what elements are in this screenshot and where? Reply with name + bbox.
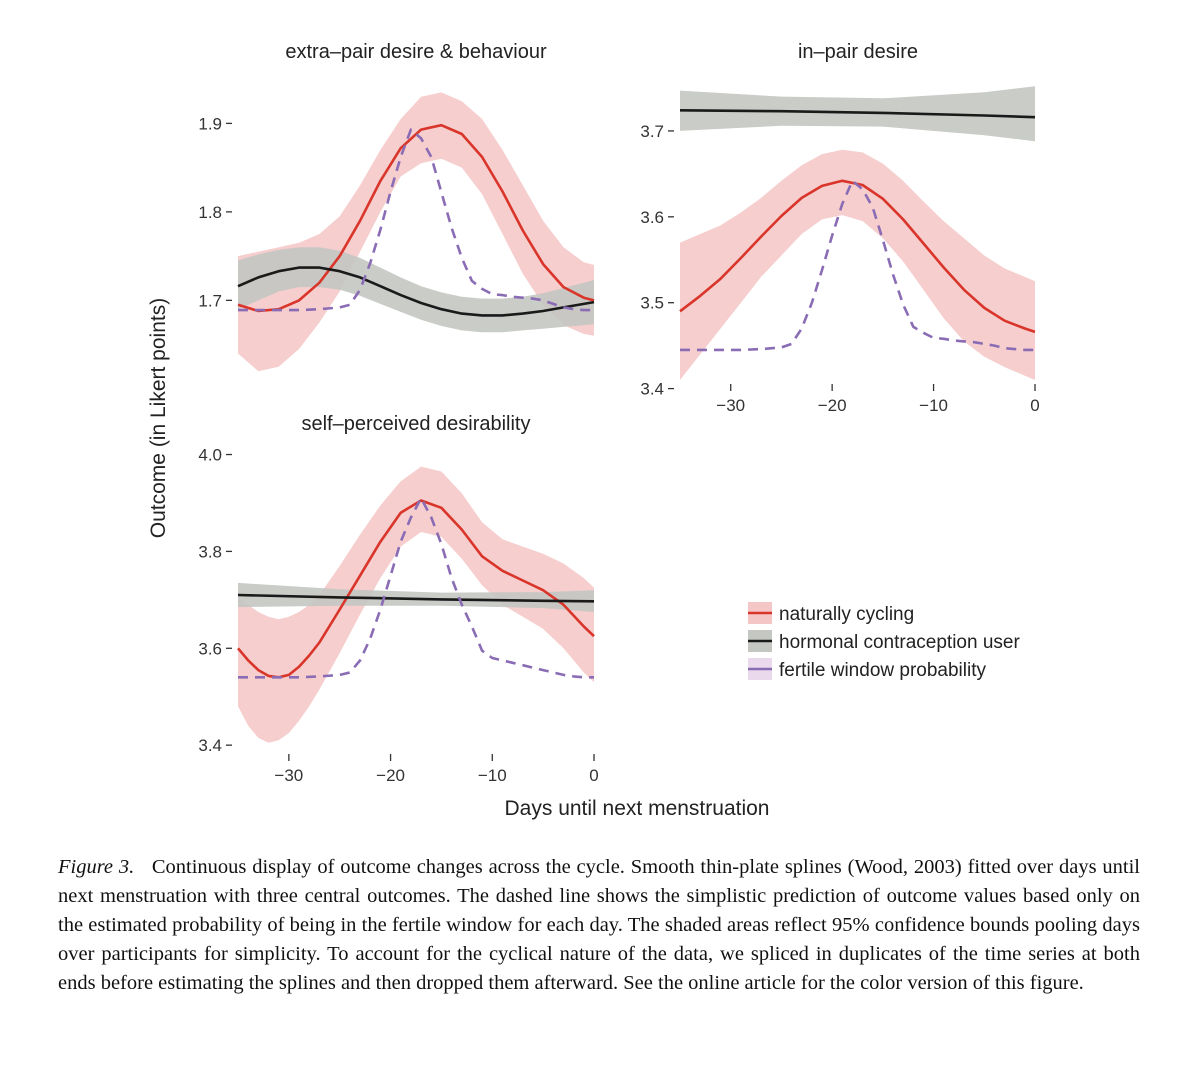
panel-title: extra–pair desire & behaviour	[285, 41, 547, 63]
y-tick-label: 4.0	[198, 446, 222, 465]
series-line-hormonal-contraception-user	[237, 266, 595, 317]
legend-label-hormonal-contraception: hormonal contraception user	[779, 632, 1020, 653]
panel-in-pair-desire: in–pair desire 3.4 3.5 3.6 3.7 −30 −20 −10 0	[640, 41, 1039, 415]
ci-band-hormonal-contraception-user	[238, 582, 594, 612]
y-tick-label: 3.5	[640, 294, 664, 313]
panel-title: in–pair desire	[798, 41, 918, 63]
panel-extra-pair-desire-behaviour: extra–pair desire & behaviour 1.7 1.8 1.9	[198, 41, 595, 372]
y-tick-label: 3.4	[198, 736, 222, 755]
x-tick-label: −30	[716, 396, 745, 415]
chart-figure: Outcome (in Likert points) Days until ne…	[147, 41, 1040, 820]
y-tick-label: 1.7	[198, 291, 222, 310]
panel-self-perceived-desirability: self–perceived desirability 3.4 3.6 3.8 4.0 −…	[198, 413, 598, 785]
x-axis-title: Days until next menstruation	[505, 797, 770, 820]
x-tick-label: −20	[376, 766, 405, 785]
y-tick-label: 3.4	[640, 380, 664, 399]
x-tick-label: −30	[274, 766, 303, 785]
y-axis-title: Outcome (in Likert points)	[147, 298, 170, 538]
y-tick-label: 1.8	[198, 203, 222, 222]
x-tick-label: 0	[1030, 396, 1039, 415]
figure: Outcome (in Likert points) Days until ne…	[147, 41, 1040, 820]
series-line-naturally-cycling	[237, 123, 595, 313]
y-tick-label: 3.6	[198, 639, 222, 658]
y-tick-label: 3.7	[640, 122, 664, 141]
y-tick-label: 1.9	[198, 114, 222, 133]
y-tick-label: 3.6	[640, 208, 664, 227]
caption-text: Continuous display of outcome changes ac…	[58, 856, 1140, 994]
legend: naturally cycling hormonal contraception…	[748, 602, 1020, 681]
series-line-naturally-cycling	[679, 179, 1036, 334]
ci-band-naturally-cycling	[238, 92, 594, 372]
legend-label-fertile-window: fertile window probability	[779, 660, 986, 681]
ci-band-naturally-cycling	[680, 149, 1035, 380]
panel-title: self–perceived desirability	[301, 413, 530, 435]
series-line-fertile-window-probability	[238, 496, 594, 679]
legend-label-naturally-cycling: naturally cycling	[779, 604, 914, 625]
caption-label: Figure 3.	[58, 856, 135, 878]
series-line-hormonal-contraception-user	[237, 593, 595, 603]
series-line-hormonal-contraception-user	[679, 109, 1036, 119]
ci-band-naturally-cycling	[238, 466, 594, 743]
x-tick-label: 0	[589, 766, 598, 785]
x-tick-label: −20	[818, 396, 847, 415]
figure-caption: Figure 3. Continuous display of outcome …	[58, 853, 1140, 998]
y-tick-label: 3.8	[198, 542, 222, 561]
x-tick-label: −10	[478, 766, 507, 785]
x-tick-label: −10	[919, 396, 948, 415]
